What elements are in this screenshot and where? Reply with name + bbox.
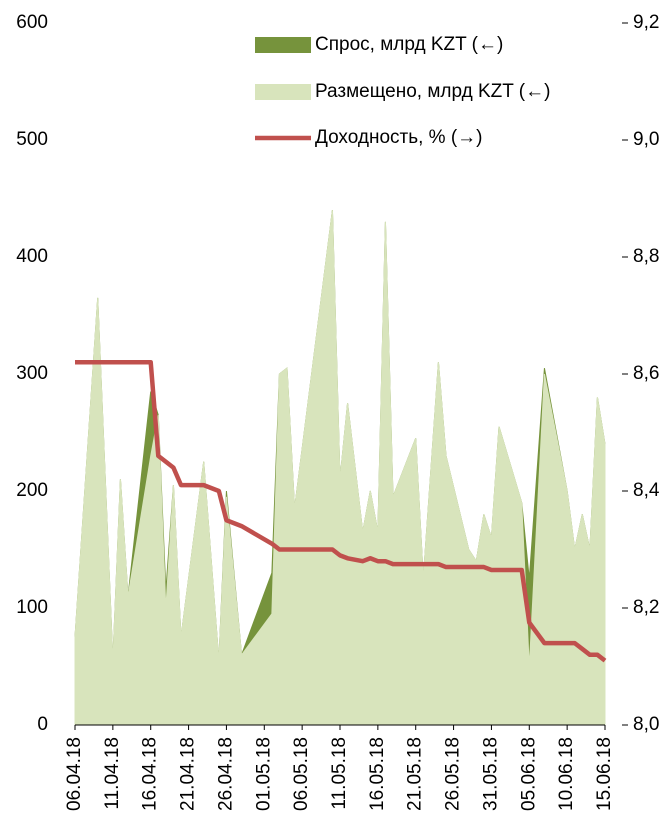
x-tick-label: 21.05.18 bbox=[405, 737, 426, 811]
legend-swatch bbox=[255, 84, 311, 100]
y2-tick-label: 8,6 bbox=[633, 363, 659, 384]
x-tick-label: 05.06.18 bbox=[518, 737, 539, 811]
x-tick-label: 16.05.18 bbox=[367, 737, 388, 811]
x-tick-label: 10.06.18 bbox=[556, 737, 577, 811]
y-tick-label: 400 bbox=[16, 246, 48, 267]
legend-label: Размещено, млрд KZT (←) bbox=[315, 81, 550, 102]
line bbox=[75, 360, 607, 663]
y2-tick-label: 8,4 bbox=[633, 480, 660, 501]
legend-label: Доходность, % (→) bbox=[315, 127, 483, 148]
x-tick-label: 06.04.18 bbox=[64, 737, 85, 811]
y-tick-label: 600 bbox=[16, 12, 48, 33]
x-tick-label: 11.04.18 bbox=[102, 737, 123, 810]
y2-tick-label: 9,0 bbox=[633, 129, 659, 150]
x-tick-label: 16.04.18 bbox=[140, 737, 161, 811]
y2-tick-label: 8,0 bbox=[633, 714, 659, 735]
area bbox=[74, 210, 606, 726]
x-tick-label: 06.05.18 bbox=[291, 737, 312, 811]
x-tick-label: 21.04.18 bbox=[178, 737, 199, 811]
legend-swatch bbox=[255, 37, 311, 53]
y2-tick-label: 9,2 bbox=[633, 12, 659, 33]
y-tick-label: 0 bbox=[37, 714, 48, 735]
x-tick-label: 11.05.18 bbox=[329, 737, 350, 810]
x-tick-label: 31.05.18 bbox=[480, 737, 501, 811]
y2-tick-label: 8,8 bbox=[633, 246, 659, 267]
y-tick-label: 500 bbox=[16, 129, 48, 150]
y-tick-label: 100 bbox=[16, 597, 48, 618]
x-tick-label: 01.05.18 bbox=[253, 737, 274, 811]
x-tick-label: 15.06.18 bbox=[594, 737, 615, 811]
y-tick-label: 200 bbox=[16, 480, 48, 501]
legend-label: Спрос, млрд KZT (←) bbox=[315, 34, 503, 55]
x-tick-label: 26.04.18 bbox=[215, 737, 236, 811]
x-tick-label: 26.05.18 bbox=[443, 737, 464, 811]
y2-tick-label: 8,2 bbox=[633, 597, 659, 618]
y-tick-label: 300 bbox=[16, 363, 48, 384]
